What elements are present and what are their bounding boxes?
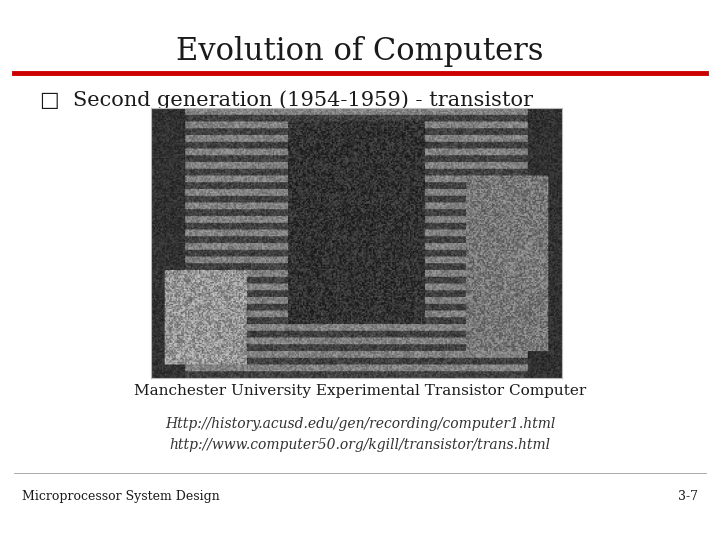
Text: □  Second generation (1954-1959) - transistor: □ Second generation (1954-1959) - transi… [40,90,533,110]
Text: Http://history.acusd.edu/gen/recording/computer1.html: Http://history.acusd.edu/gen/recording/c… [165,417,555,431]
Text: Manchester University Experimental Transistor Computer: Manchester University Experimental Trans… [134,384,586,399]
Text: Microprocessor System Design: Microprocessor System Design [22,490,220,503]
Text: Evolution of Computers: Evolution of Computers [176,36,544,67]
Text: http://www.computer50.org/kgill/transistor/trans.html: http://www.computer50.org/kgill/transist… [169,438,551,453]
Text: 3-7: 3-7 [678,490,698,503]
